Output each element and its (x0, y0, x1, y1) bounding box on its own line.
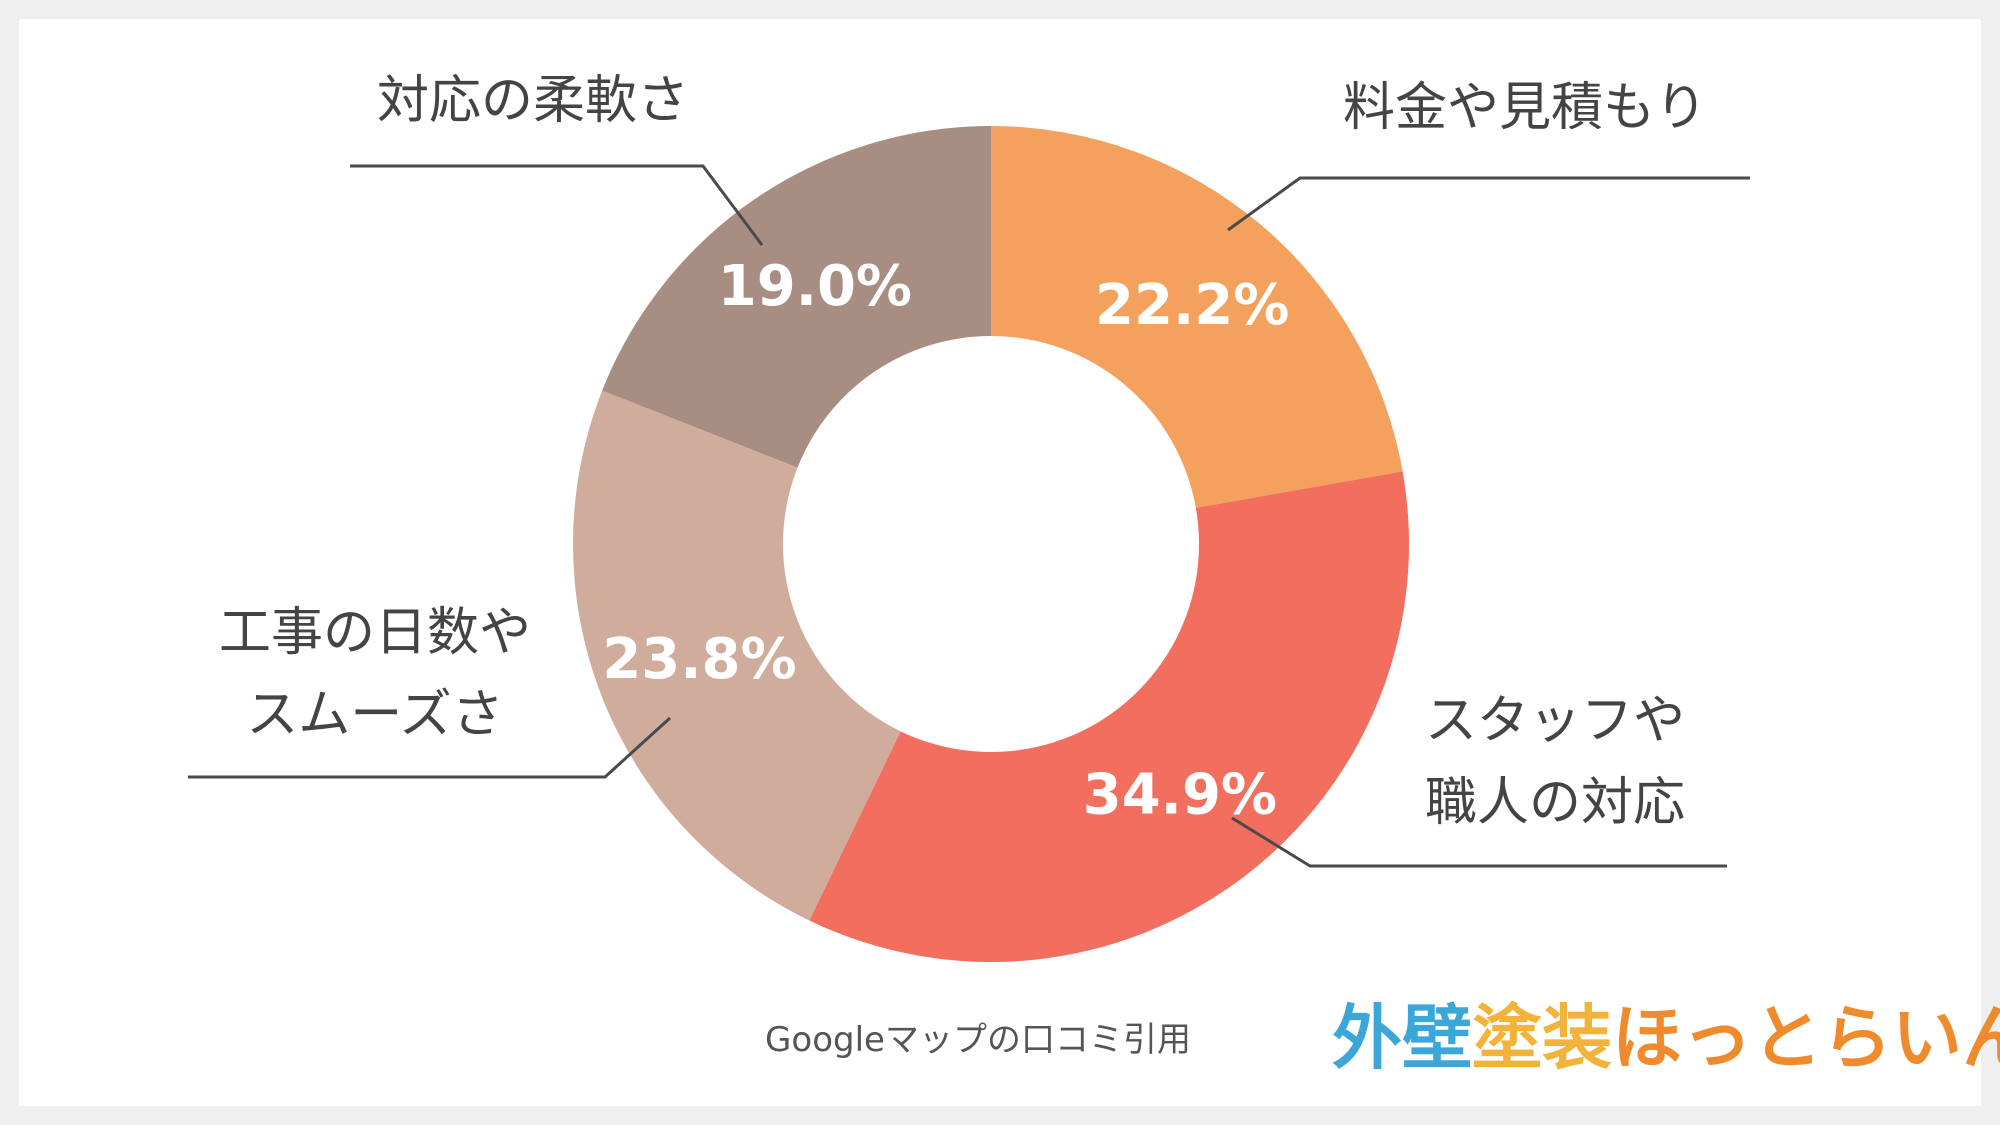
donut-slice-4 (602, 126, 991, 468)
category-label-3: 工事の日数やスムーズさ (219, 603, 531, 745)
category-label-4: 対応の柔軟さ (377, 71, 689, 131)
slice-value-label-3: 23.8% (602, 627, 796, 692)
source-note: Googleマップの口コミ引用 (765, 1020, 1191, 1060)
logo-text: 外壁塗装ほっとらいん (1332, 997, 2000, 1079)
category-label-1: 料金や見積もり (1343, 78, 1707, 138)
donut-slice-3 (572, 390, 901, 921)
leader-line-4 (350, 164, 764, 246)
leader-line-1 (1227, 176, 1750, 232)
leader-line-3 (188, 716, 672, 779)
leader-line-2 (1231, 816, 1727, 868)
slice-value-label-1: 22.2% (1095, 273, 1289, 338)
category-label-2: スタッフや職人の対応 (1425, 691, 1685, 833)
site-logo: 外壁塗装ほっとらいん (1332, 997, 2000, 1079)
slice-value-label-2: 34.9% (1083, 763, 1277, 828)
donut-slice-2 (809, 471, 1410, 962)
donut-slice-1 (991, 126, 1403, 508)
slice-value-label-4: 19.0% (718, 254, 912, 319)
